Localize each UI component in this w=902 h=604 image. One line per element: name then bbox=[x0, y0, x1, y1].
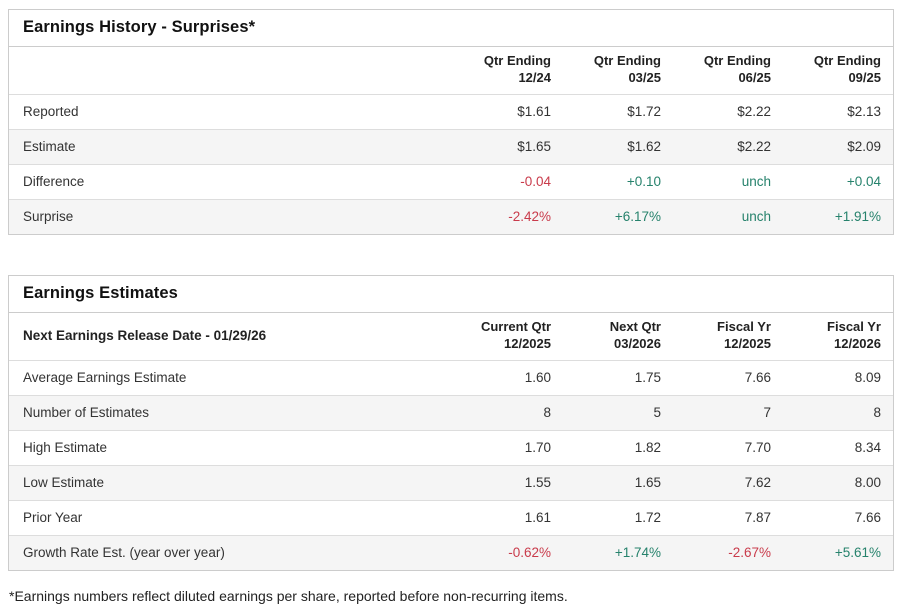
cell-value: $2.22 bbox=[673, 94, 783, 130]
cell-value-negative: -0.04 bbox=[453, 164, 563, 200]
cell-value: 8.34 bbox=[783, 430, 893, 466]
cell-value: $2.13 bbox=[783, 94, 893, 130]
history-header-row: Qtr Ending 12/24 Qtr Ending 03/25 Qtr En… bbox=[9, 47, 893, 95]
next-earnings-release-date: Next Earnings Release Date - 01/29/26 bbox=[9, 312, 453, 361]
table-row-low-estimate: Low Estimate 1.55 1.65 7.62 8.00 bbox=[9, 465, 893, 501]
cell-value: 1.55 bbox=[453, 465, 563, 501]
estimates-col-header: Next Qtr 03/2026 bbox=[563, 312, 673, 361]
history-header-spacer bbox=[9, 47, 453, 95]
cell-value-positive: +0.04 bbox=[783, 164, 893, 200]
cell-value-positive: +5.61% bbox=[834, 544, 881, 560]
estimates-col-header: Current Qtr 12/2025 bbox=[453, 312, 563, 361]
earnings-history-panel: Earnings History - Surprises* Qtr Ending… bbox=[8, 9, 894, 235]
cell-value-negative: -2.42% bbox=[508, 208, 551, 224]
cell-value-positive: +1.91% bbox=[834, 208, 881, 224]
table-row-difference: Difference -0.04 +0.10 unch +0.04 bbox=[9, 164, 893, 200]
cell-value: 8 bbox=[783, 395, 893, 431]
table-row-surprise: Surprise -2.42% +6.17% unch +1.91% bbox=[9, 199, 893, 234]
cell-value: $1.61 bbox=[453, 94, 563, 130]
history-col-header: Qtr Ending 03/25 bbox=[563, 47, 673, 95]
cell-value: 1.72 bbox=[563, 500, 673, 536]
cell-value: 1.61 bbox=[453, 500, 563, 536]
cell-value: $1.72 bbox=[563, 94, 673, 130]
cell-value-positive: unch bbox=[673, 164, 783, 200]
earnings-history-table: Qtr Ending 12/24 Qtr Ending 03/25 Qtr En… bbox=[9, 47, 893, 234]
table-row-prior-year: Prior Year 1.61 1.72 7.87 7.66 bbox=[9, 500, 893, 536]
cell-value: $2.22 bbox=[673, 129, 783, 165]
estimates-col-header: Fiscal Yr 12/2025 bbox=[673, 312, 783, 361]
row-label: Difference bbox=[9, 164, 453, 200]
cell-value: 7.66 bbox=[783, 500, 893, 536]
cell-value: 8.09 bbox=[783, 360, 893, 396]
table-row-estimate: Estimate $1.65 $1.62 $2.22 $2.09 bbox=[9, 129, 893, 165]
table-row-number-of-estimates: Number of Estimates 8 5 7 8 bbox=[9, 395, 893, 431]
earnings-estimates-panel: Earnings Estimates Next Earnings Release… bbox=[8, 274, 894, 571]
cell-value-positive: +6.17% bbox=[614, 208, 661, 224]
earnings-footnote: *Earnings numbers reflect diluted earnin… bbox=[9, 587, 568, 604]
estimates-col-header: Fiscal Yr 12/2026 bbox=[783, 312, 893, 361]
row-label: Average Earnings Estimate bbox=[9, 360, 453, 396]
earnings-estimates-title: Earnings Estimates bbox=[9, 276, 893, 313]
history-col-header: Qtr Ending 12/24 bbox=[453, 47, 563, 95]
row-label: Estimate bbox=[9, 129, 453, 165]
row-label: High Estimate bbox=[9, 430, 453, 466]
cell-value: 8 bbox=[453, 395, 563, 431]
history-col-header: Qtr Ending 06/25 bbox=[673, 47, 783, 95]
cell-value: 7.70 bbox=[673, 430, 783, 466]
table-row-reported: Reported $1.61 $1.72 $2.22 $2.13 bbox=[9, 94, 893, 130]
estimates-header-row: Next Earnings Release Date - 01/29/26 Cu… bbox=[9, 312, 893, 361]
cell-value: 1.60 bbox=[453, 360, 563, 396]
cell-value-positive: +1.74% bbox=[614, 544, 661, 560]
cell-value: 1.75 bbox=[563, 360, 673, 396]
table-row-high-estimate: High Estimate 1.70 1.82 7.70 8.34 bbox=[9, 430, 893, 466]
cell-value-negative: -0.62% bbox=[508, 544, 551, 560]
row-label: Prior Year bbox=[9, 500, 453, 536]
earnings-estimates-table: Next Earnings Release Date - 01/29/26 Cu… bbox=[9, 312, 893, 570]
table-row-growth-rate: Growth Rate Est. (year over year) -0.62%… bbox=[9, 535, 893, 570]
cell-value-positive: +0.10 bbox=[563, 164, 673, 200]
row-label: Surprise bbox=[23, 208, 74, 224]
row-label: Number of Estimates bbox=[9, 395, 453, 431]
cell-value: 8.00 bbox=[783, 465, 893, 501]
cell-value: 7 bbox=[673, 395, 783, 431]
cell-value: $1.62 bbox=[563, 129, 673, 165]
row-label: Low Estimate bbox=[9, 465, 453, 501]
cell-value-negative: -2.67% bbox=[728, 544, 771, 560]
cell-value: 1.65 bbox=[563, 465, 673, 501]
history-col-header: Qtr Ending 09/25 bbox=[783, 47, 893, 95]
cell-value: $2.09 bbox=[783, 129, 893, 165]
row-label: Growth Rate Est. (year over year) bbox=[23, 544, 225, 560]
cell-value: 7.62 bbox=[673, 465, 783, 501]
cell-value: 5 bbox=[563, 395, 673, 431]
cell-value: 1.70 bbox=[453, 430, 563, 466]
table-row-average-estimate: Average Earnings Estimate 1.60 1.75 7.66… bbox=[9, 360, 893, 396]
cell-value: $1.65 bbox=[453, 129, 563, 165]
cell-value-positive: unch bbox=[741, 208, 771, 224]
cell-value: 1.82 bbox=[563, 430, 673, 466]
row-label: Reported bbox=[9, 94, 453, 130]
cell-value: 7.66 bbox=[673, 360, 783, 396]
earnings-history-title: Earnings History - Surprises* bbox=[9, 10, 893, 47]
cell-value: 7.87 bbox=[673, 500, 783, 536]
